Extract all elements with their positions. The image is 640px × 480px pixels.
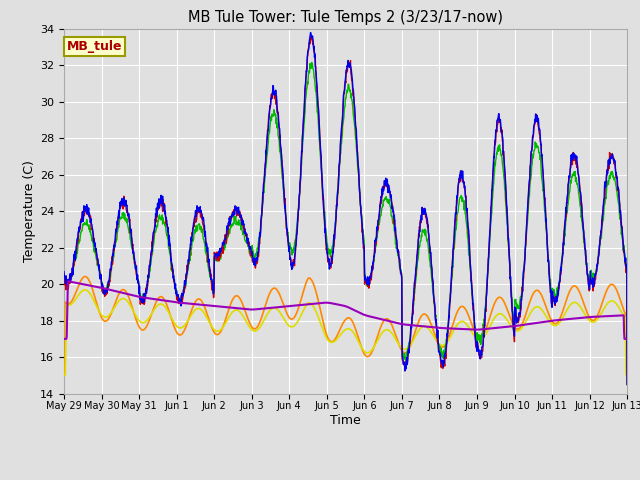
Legend: Tul2_Tw+2, Tul2_Ts-2, Tul2_Ts-4, Tul2_Ts-8, Tul2_Ts-16, Tul2_Ts-32: Tul2_Tw+2, Tul2_Ts-2, Tul2_Ts-4, Tul2_Ts… [84,478,607,480]
Title: MB Tule Tower: Tule Temps 2 (3/23/17-now): MB Tule Tower: Tule Temps 2 (3/23/17-now… [188,10,503,25]
X-axis label: Time: Time [330,414,361,427]
Y-axis label: Temperature (C): Temperature (C) [23,160,36,262]
Text: MB_tule: MB_tule [67,40,122,53]
